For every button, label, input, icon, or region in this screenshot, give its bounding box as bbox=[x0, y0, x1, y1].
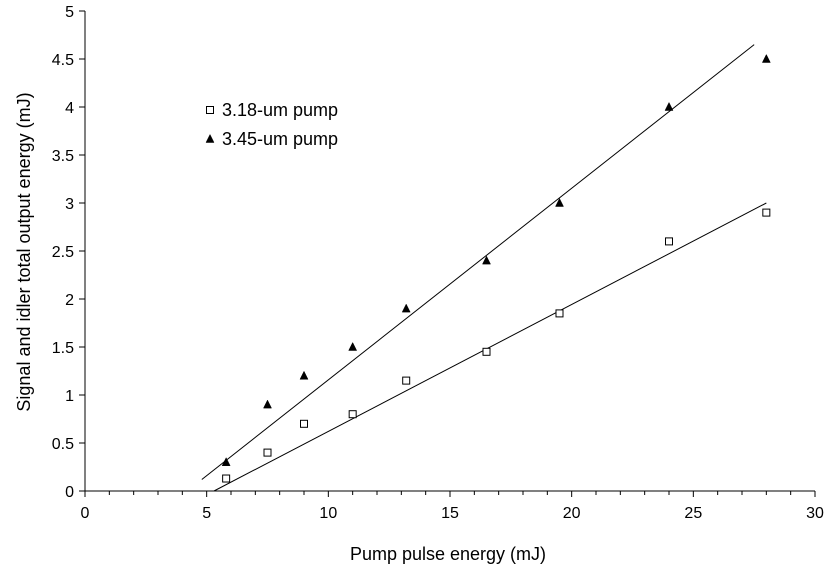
series-2-point bbox=[664, 101, 674, 111]
series-2-point bbox=[299, 370, 309, 380]
y-tick-label: 4.5 bbox=[52, 52, 74, 69]
axes: 0 5 10 15 20 25 30 0 0.5 1 1.5 2 2.5 3 3.5 4 4.5 5 bbox=[52, 4, 824, 522]
legend-marker-2 bbox=[205, 133, 215, 143]
series-1-point bbox=[482, 347, 491, 356]
data-points bbox=[221, 53, 771, 483]
x-tick-label: 20 bbox=[563, 505, 581, 522]
series-2-point bbox=[263, 399, 272, 409]
series-1-point bbox=[263, 448, 272, 457]
x-tick-label: 5 bbox=[202, 505, 211, 522]
series-1-point bbox=[555, 309, 564, 318]
legend: 3.18-um pump 3.45-um pump bbox=[205, 100, 338, 149]
legend-label-2: 3.45-um pump bbox=[222, 129, 338, 149]
y-axis-title: Signal and idler total output energy (mJ… bbox=[14, 92, 34, 411]
legend-label-1: 3.18-um pump bbox=[222, 100, 338, 120]
x-tick-label: 25 bbox=[684, 505, 702, 522]
series-2-point bbox=[482, 255, 491, 265]
y-tick-label: 3 bbox=[65, 196, 74, 213]
x-tick-label: 0 bbox=[81, 505, 90, 522]
series-1-point bbox=[348, 410, 357, 419]
x-axis-title: Pump pulse energy (mJ) bbox=[350, 544, 546, 564]
fit-lines bbox=[201, 44, 767, 492]
series-1-point bbox=[402, 376, 411, 385]
series-2-point bbox=[761, 53, 771, 63]
x-tick-label: 10 bbox=[319, 505, 337, 522]
y-tick-label: 5 bbox=[65, 4, 74, 21]
series-2-point bbox=[401, 303, 411, 313]
series-2-point bbox=[221, 457, 231, 466]
y-tick-label: 0.5 bbox=[52, 436, 74, 453]
series-1-point bbox=[665, 237, 673, 246]
series-1-point bbox=[300, 419, 308, 428]
y-tick-label: 1.5 bbox=[52, 340, 74, 357]
y-tick-label: 0 bbox=[65, 484, 74, 501]
series-2-point bbox=[348, 341, 358, 351]
y-tick-label: 1 bbox=[65, 388, 74, 405]
legend-marker-1 bbox=[206, 106, 214, 114]
x-tick-label: 30 bbox=[806, 505, 824, 522]
series-1-point bbox=[762, 208, 771, 217]
x-tick-label: 15 bbox=[441, 505, 459, 522]
fit-line-2 bbox=[201, 44, 755, 480]
y-tick-label: 4 bbox=[65, 100, 74, 117]
fit-line-1 bbox=[213, 202, 767, 492]
y-tick-label: 2 bbox=[65, 292, 74, 309]
y-tick-label: 3.5 bbox=[52, 148, 74, 165]
series-2-point bbox=[555, 197, 564, 207]
y-tick-label: 2.5 bbox=[52, 244, 74, 261]
series-1-point bbox=[222, 474, 231, 483]
